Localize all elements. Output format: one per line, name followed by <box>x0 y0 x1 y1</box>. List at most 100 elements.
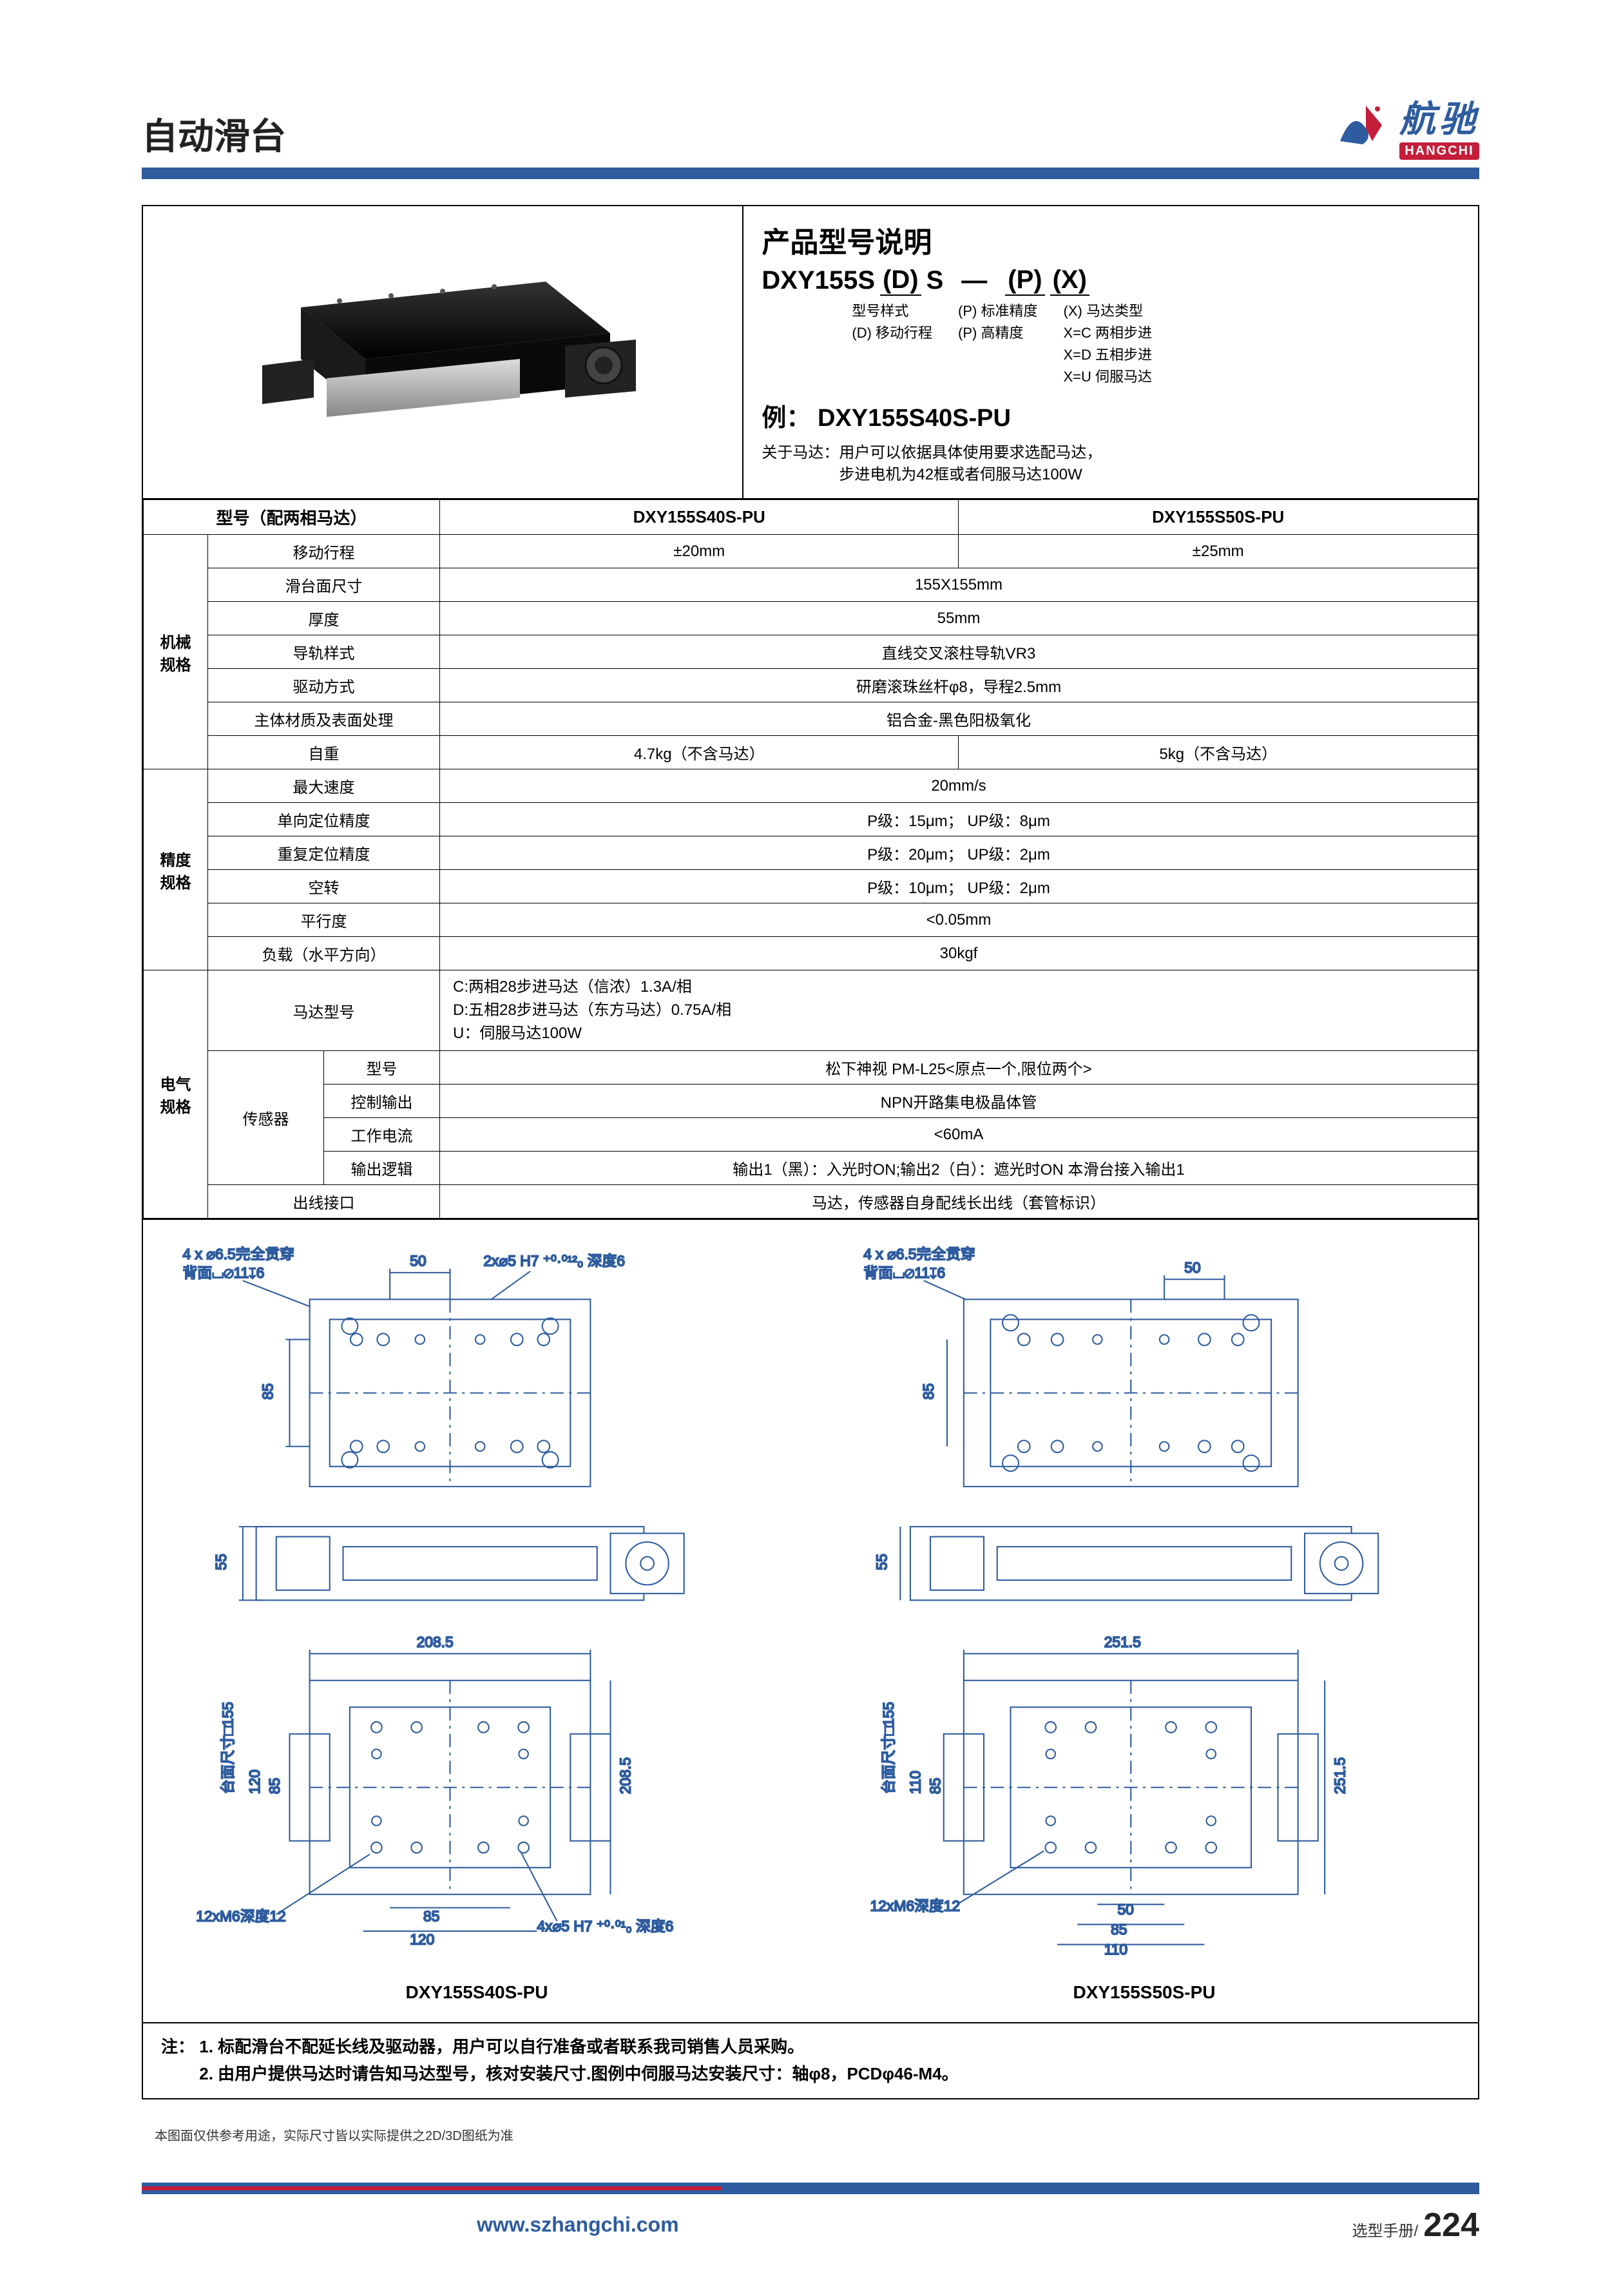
annot-style: 型号样式 <box>852 300 932 320</box>
r-weight-v1: 4.7kg（不含马达） <box>440 736 959 769</box>
dim-12m6-l: 12xM6深度12 <box>196 1907 285 1924</box>
r-weight-v2: 5kg（不含马达） <box>959 736 1478 769</box>
page-label: 选型手册/ <box>1352 2218 1419 2241</box>
annot-p2: (P) 高精度 <box>958 322 1037 342</box>
diagram-right: 4 x ⌀6.5完全贯穿 背面⌴⌀11↧6 50 <box>823 1239 1465 2003</box>
footer-ref-note: 本图面仅供参考用途，实际尺寸皆以实际提供之2D/3D图纸为准 <box>155 2125 1479 2144</box>
dim-251-r: 251.5 <box>1104 1634 1141 1650</box>
r-speed: 最大速度 <box>208 769 440 803</box>
logo-sub: HANGCHI <box>1399 142 1479 160</box>
diag-label-left: DXY155S40S-PU <box>405 1982 548 2003</box>
model-prefix: DXY155S <box>762 266 875 295</box>
dim-208-l: 208.5 <box>417 1634 454 1650</box>
product-image <box>143 206 743 498</box>
dim-251-rv: 251.5 <box>1331 1757 1348 1794</box>
dim-120-lh: 120 <box>410 1931 434 1948</box>
dim-85-rv: 85 <box>920 1384 937 1400</box>
r-sens-cur-v: <60mA <box>440 1118 1478 1152</box>
logo-icon <box>1334 96 1392 154</box>
model-x-seg: (X) <box>1050 265 1089 296</box>
annot-xc: X=C 两相步进 <box>1064 322 1153 342</box>
r-sens-cur: 工作电流 <box>324 1118 440 1152</box>
dim-208-lv: 208.5 <box>617 1757 634 1794</box>
r-travel: 移动行程 <box>208 535 440 568</box>
notes-2: 2. 由用户提供马达时请告知马达型号，核对安装尺寸.图例中伺服马达安装尺寸：轴φ… <box>199 2064 958 2083</box>
example-model: DXY155S40S-PU <box>818 405 1011 432</box>
cat-elec: 电气规格 <box>144 970 208 1219</box>
hole-note-1-r: 4 x ⌀6.5完全贯穿 <box>863 1246 975 1262</box>
r-rail-v: 直线交叉滚柱导轨VR3 <box>440 635 1478 669</box>
model-dash: — <box>961 266 987 295</box>
dim-155-l: 台面尺寸□155 <box>219 1702 236 1794</box>
r-pos2: 重复定位精度 <box>208 836 440 870</box>
notes-prefix: 注： <box>161 2037 195 2056</box>
r-speed-v: 20mm/s <box>440 769 1478 803</box>
dim-120-lv: 120 <box>246 1770 263 1794</box>
notes-section: 注： 1. 标配滑台不配延长线及驱动器，用户可以自行准备或者联系我司销售人员采购… <box>143 2022 1478 2098</box>
r-thick-v: 55mm <box>440 602 1478 635</box>
info-section-title: 产品型号说明 <box>762 219 1460 260</box>
logo-name: 航驰 <box>1399 90 1479 142</box>
r-pos1-v: P级：15μm； UP级：8μm <box>440 803 1478 836</box>
dim-85-lh: 85 <box>423 1907 439 1924</box>
annot-xu: X=U 伺服马达 <box>1064 365 1153 386</box>
head-col1: DXY155S40S-PU <box>440 500 959 535</box>
r-motor-c: C:两相28步进马达（信浓）1.3A/相 <box>453 976 1468 999</box>
drawing-right: 4 x ⌀6.5完全贯穿 背面⌴⌀11↧6 50 <box>823 1239 1465 1974</box>
r-sens-out-v: NPN开路集电极晶体管 <box>440 1085 1478 1118</box>
spec-table: 型号（配两相马达） DXY155S40S-PU DXY155S50S-PU 机械… <box>143 499 1478 1219</box>
dim-50-r: 50 <box>1184 1259 1200 1276</box>
dim-85-lv2: 85 <box>266 1778 283 1794</box>
r-wire-v: 马达，传感器自身配线长出线（套管标识） <box>440 1185 1478 1219</box>
r-mat-v: 铝合金-黑色阳极氧化 <box>440 702 1478 736</box>
motor-note-1: 关于马达：用户可以依据具体使用要求选配马达， <box>762 442 1460 464</box>
hole-note-1-l: 4 x ⌀6.5完全贯穿 <box>183 1246 294 1262</box>
dim-85-rv2: 85 <box>927 1778 944 1794</box>
r-size: 滑台面尺寸 <box>208 568 440 602</box>
annot-xd: X=D 五相步进 <box>1064 343 1153 364</box>
dim-12m6-r: 12xM6深度12 <box>870 1898 960 1915</box>
model-info: 产品型号说明 DXY155S (D) S — (P) (X) 型号样式 (D) … <box>743 206 1478 498</box>
r-drive-v: 研磨滚珠丝杆φ8，导程2.5mm <box>440 669 1478 702</box>
head-col2: DXY155S50S-PU <box>959 500 1478 535</box>
brand-logo: 航驰 HANGCHI <box>1334 90 1479 160</box>
diag-label-right: DXY155S50S-PU <box>1073 1982 1215 2003</box>
example-label: 例： <box>762 405 811 432</box>
model-s-seg: S <box>926 266 944 295</box>
dim-55-l: 55 <box>213 1554 229 1570</box>
dim-110-rv: 110 <box>906 1771 923 1794</box>
annot-p1: (P) 标准精度 <box>958 300 1037 320</box>
r-travel-v2: ±25mm <box>959 535 1478 568</box>
hole-note-2-r: 背面⌴⌀11↧6 <box>863 1264 945 1281</box>
r-motor: 马达型号 <box>208 970 440 1051</box>
example-line: 例： DXY155S40S-PU <box>762 398 1460 433</box>
diagram-area: 4 x ⌀6.5完全贯穿 背面⌴⌀11↧6 50 2x⌀5 H7 ⁺⁰·⁰¹²₀… <box>143 1219 1478 2022</box>
r-sens-logic: 输出逻辑 <box>324 1152 440 1185</box>
drawing-left: 4 x ⌀6.5完全贯穿 背面⌴⌀11↧6 50 2x⌀5 H7 ⁺⁰·⁰¹²₀… <box>156 1239 798 1974</box>
r-sens-model: 型号 <box>324 1051 440 1085</box>
r-sens-out: 控制输出 <box>324 1085 440 1118</box>
r-drive: 驱动方式 <box>208 669 440 702</box>
r-travel-v1: ±20mm <box>440 535 959 568</box>
hole-note-2-l: 背面⌴⌀11↧6 <box>183 1264 265 1281</box>
model-d-seg: (D) <box>880 265 921 296</box>
cat-mech: 机械规格 <box>144 535 208 769</box>
r-pos2-v: P级：20μm； UP级：2μm <box>440 836 1478 870</box>
page-header: 自动滑台 航驰 HANGCHI <box>142 90 1479 160</box>
r-sens-logic-v: 输出1（黑）：入光时ON;输出2（白）：遮光时ON 本滑台接入输出1 <box>440 1152 1478 1185</box>
r-flat-v: <0.05mm <box>440 903 1478 937</box>
annot-d: (D) 移动行程 <box>852 322 932 342</box>
r-load: 负载（水平方向） <box>208 937 440 970</box>
r-rail: 导轨样式 <box>208 635 440 669</box>
head-model: 型号（配两相马达） <box>144 500 440 535</box>
r-size-v: 155X155mm <box>440 568 1478 602</box>
dim-85-rh: 85 <box>1111 1921 1127 1938</box>
r-sensor: 传感器 <box>208 1051 324 1185</box>
header-divider <box>142 168 1479 179</box>
page-footer: www.szhangchi.com 选型手册/ 224 <box>142 2195 1479 2244</box>
dim-155-r: 台面尺寸□155 <box>880 1702 897 1794</box>
diagram-left: 4 x ⌀6.5完全贯穿 背面⌴⌀11↧6 50 2x⌀5 H7 ⁺⁰·⁰¹²₀… <box>156 1239 798 2003</box>
r-motor-vals: C:两相28步进马达（信浓）1.3A/相 D:五相28步进马达（东方马达）0.7… <box>440 970 1478 1051</box>
motor-note-2: 步进电机为42框或者伺服马达100W <box>839 464 1460 486</box>
dim-50-l: 50 <box>410 1253 426 1269</box>
